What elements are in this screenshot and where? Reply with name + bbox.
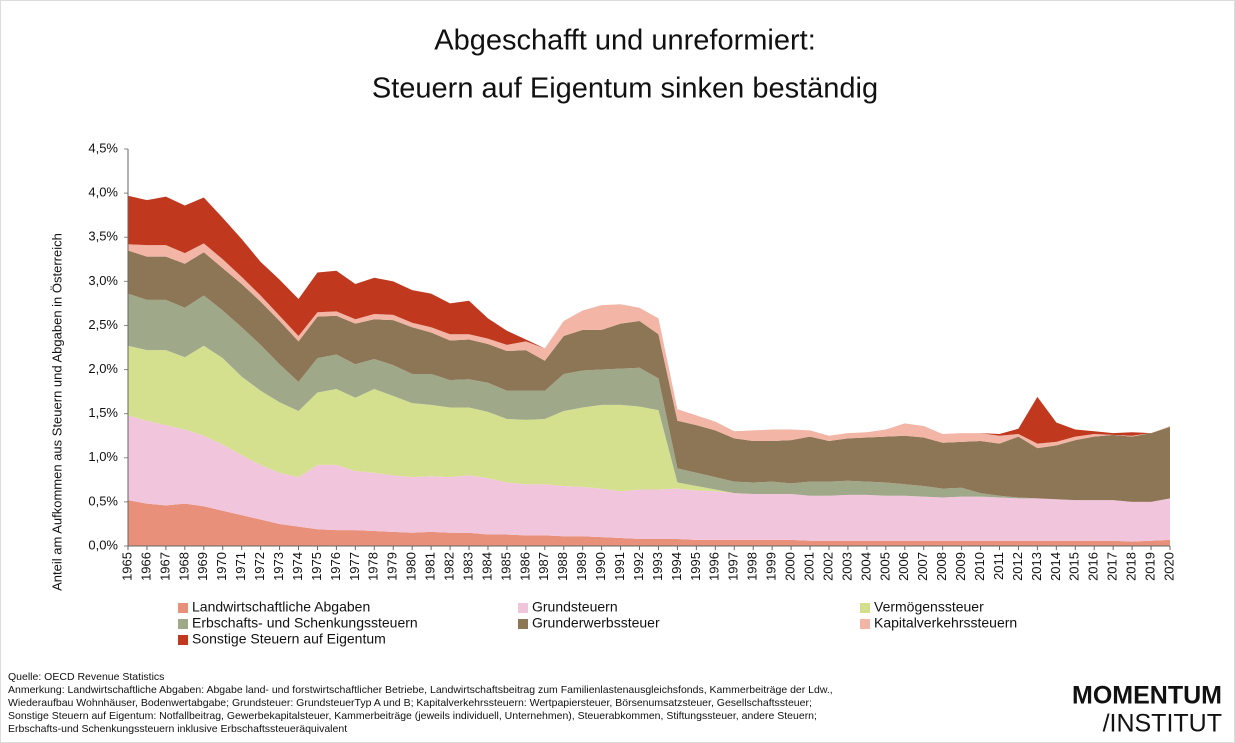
legend-swatch <box>178 619 188 629</box>
x-tick-label: 1970 <box>214 552 229 581</box>
x-tick-label: 1984 <box>479 552 494 581</box>
x-tick-label: 2019 <box>1142 552 1157 581</box>
legend-swatch <box>178 603 188 613</box>
x-tick-label: 1967 <box>157 552 172 581</box>
x-tick-label: 1996 <box>707 552 722 581</box>
y-tick-label: 4,5% <box>88 140 118 155</box>
x-tick-label: 2002 <box>820 552 835 581</box>
note: Anmerkung: Landwirtschaftliche Abgaben: … <box>8 684 833 696</box>
x-tick-label: 2000 <box>783 552 798 581</box>
area <box>128 345 1170 502</box>
x-tick-label: 1991 <box>612 552 627 581</box>
x-tick-label: 1993 <box>650 552 665 581</box>
logo: /INSTITUT <box>1103 710 1222 738</box>
x-tick-label: 1992 <box>631 552 646 581</box>
x-tick-label: 2005 <box>877 552 892 581</box>
x-tick-label: 2018 <box>1124 552 1139 581</box>
legend-label: Grunderwerbssteuer <box>532 615 660 631</box>
y-tick-label: 2,0% <box>88 361 118 376</box>
x-tick-label: 2015 <box>1067 552 1082 581</box>
note: Erbschafts-und Schenkungssteuern inklusi… <box>8 723 347 735</box>
x-tick-label: 1976 <box>328 552 343 581</box>
area <box>128 500 1170 546</box>
x-tick-label: 1975 <box>309 552 324 581</box>
x-tick-label: 1988 <box>555 552 570 581</box>
y-tick-label: 1,5% <box>88 405 118 420</box>
x-tick-label: 2011 <box>991 552 1006 580</box>
y-tick-label: 3,0% <box>88 273 118 288</box>
chart-title: Steuern auf Eigentum sinken beständig <box>372 73 878 105</box>
x-tick-label: 1990 <box>593 552 608 581</box>
legend-label: Vermögenssteuer <box>874 599 984 615</box>
x-tick-label: 1978 <box>366 552 381 581</box>
chart-title: Abgeschafft und unreformiert: <box>434 25 816 57</box>
legend-swatch <box>518 619 528 629</box>
x-tick-label: 1999 <box>764 552 779 581</box>
x-tick-label: 2009 <box>953 552 968 581</box>
x-tick-label: 1981 <box>423 552 438 581</box>
y-tick-label: 3,5% <box>88 229 118 244</box>
x-tick-label: 1994 <box>669 552 684 581</box>
x-tick-label: 1971 <box>233 552 248 581</box>
x-tick-label: 1969 <box>195 552 210 581</box>
legend-label: Sonstige Steuern auf Eigentum <box>192 631 386 647</box>
x-tick-label: 2014 <box>1048 552 1063 581</box>
y-tick-label: 0,5% <box>88 493 118 508</box>
legend-swatch <box>178 635 188 645</box>
legend-label: Grundsteuern <box>532 599 618 615</box>
x-tick-label: 1998 <box>745 552 760 581</box>
legend-swatch <box>518 603 528 613</box>
x-tick-label: 1968 <box>176 552 191 581</box>
area <box>128 415 1170 542</box>
legend-label: Kapitalverkehrssteuern <box>874 615 1017 631</box>
note: Wiederaufbau Wohnhäuser, Bodenwertabgabe… <box>8 697 812 709</box>
x-tick-label: 1979 <box>385 552 400 581</box>
y-tick-label: 2,5% <box>88 317 118 332</box>
x-tick-label: 2010 <box>972 552 987 581</box>
x-tick-label: 2013 <box>1029 552 1044 581</box>
x-tick-label: 2007 <box>915 552 930 581</box>
x-tick-label: 1987 <box>536 552 551 581</box>
x-tick-label: 2016 <box>1086 552 1101 581</box>
y-tick-label: 1,0% <box>88 449 118 464</box>
legend-label: Landwirtschaftliche Abgaben <box>192 599 370 615</box>
x-tick-label: 2008 <box>934 552 949 581</box>
x-tick-label: 1965 <box>119 552 134 581</box>
y-tick-label: 4,0% <box>88 185 118 200</box>
x-tick-label: 1974 <box>290 552 305 581</box>
y-tick-label: 0,0% <box>88 537 118 552</box>
area <box>128 250 1170 502</box>
source: Quelle: OECD Revenue Statistics <box>8 671 164 683</box>
x-tick-label: 2001 <box>801 552 816 581</box>
x-tick-label: 1983 <box>460 552 475 581</box>
x-tick-label: 1986 <box>517 552 532 581</box>
x-tick-label: 2012 <box>1010 552 1025 581</box>
y-axis-label: Anteil am Aufkommen aus Steuern und Abga… <box>49 233 64 591</box>
x-tick-label: 1982 <box>442 552 457 581</box>
x-tick-label: 2004 <box>858 552 873 581</box>
x-tick-label: 2017 <box>1105 552 1120 581</box>
x-tick-label: 2006 <box>896 552 911 581</box>
x-tick-label: 1997 <box>726 552 741 581</box>
x-tick-label: 1995 <box>688 552 703 581</box>
legend-swatch <box>860 603 870 613</box>
x-tick-label: 1972 <box>252 552 267 581</box>
note: Sonstige Steuern auf Eigentum: Notfallbe… <box>8 710 817 722</box>
x-tick-label: 1973 <box>271 552 286 581</box>
x-tick-label: 2020 <box>1161 552 1176 581</box>
x-tick-label: 1980 <box>404 552 419 581</box>
x-tick-label: 1989 <box>574 552 589 581</box>
area <box>128 293 1170 502</box>
x-tick-label: 1985 <box>498 552 513 581</box>
legend-label: Erbschafts- und Schenkungssteuern <box>192 615 418 631</box>
x-tick-label: 2003 <box>839 552 854 581</box>
legend-swatch <box>860 619 870 629</box>
x-tick-label: 1966 <box>138 552 153 581</box>
x-tick-label: 1977 <box>347 552 362 581</box>
logo: MOMENTUM <box>1072 682 1222 710</box>
